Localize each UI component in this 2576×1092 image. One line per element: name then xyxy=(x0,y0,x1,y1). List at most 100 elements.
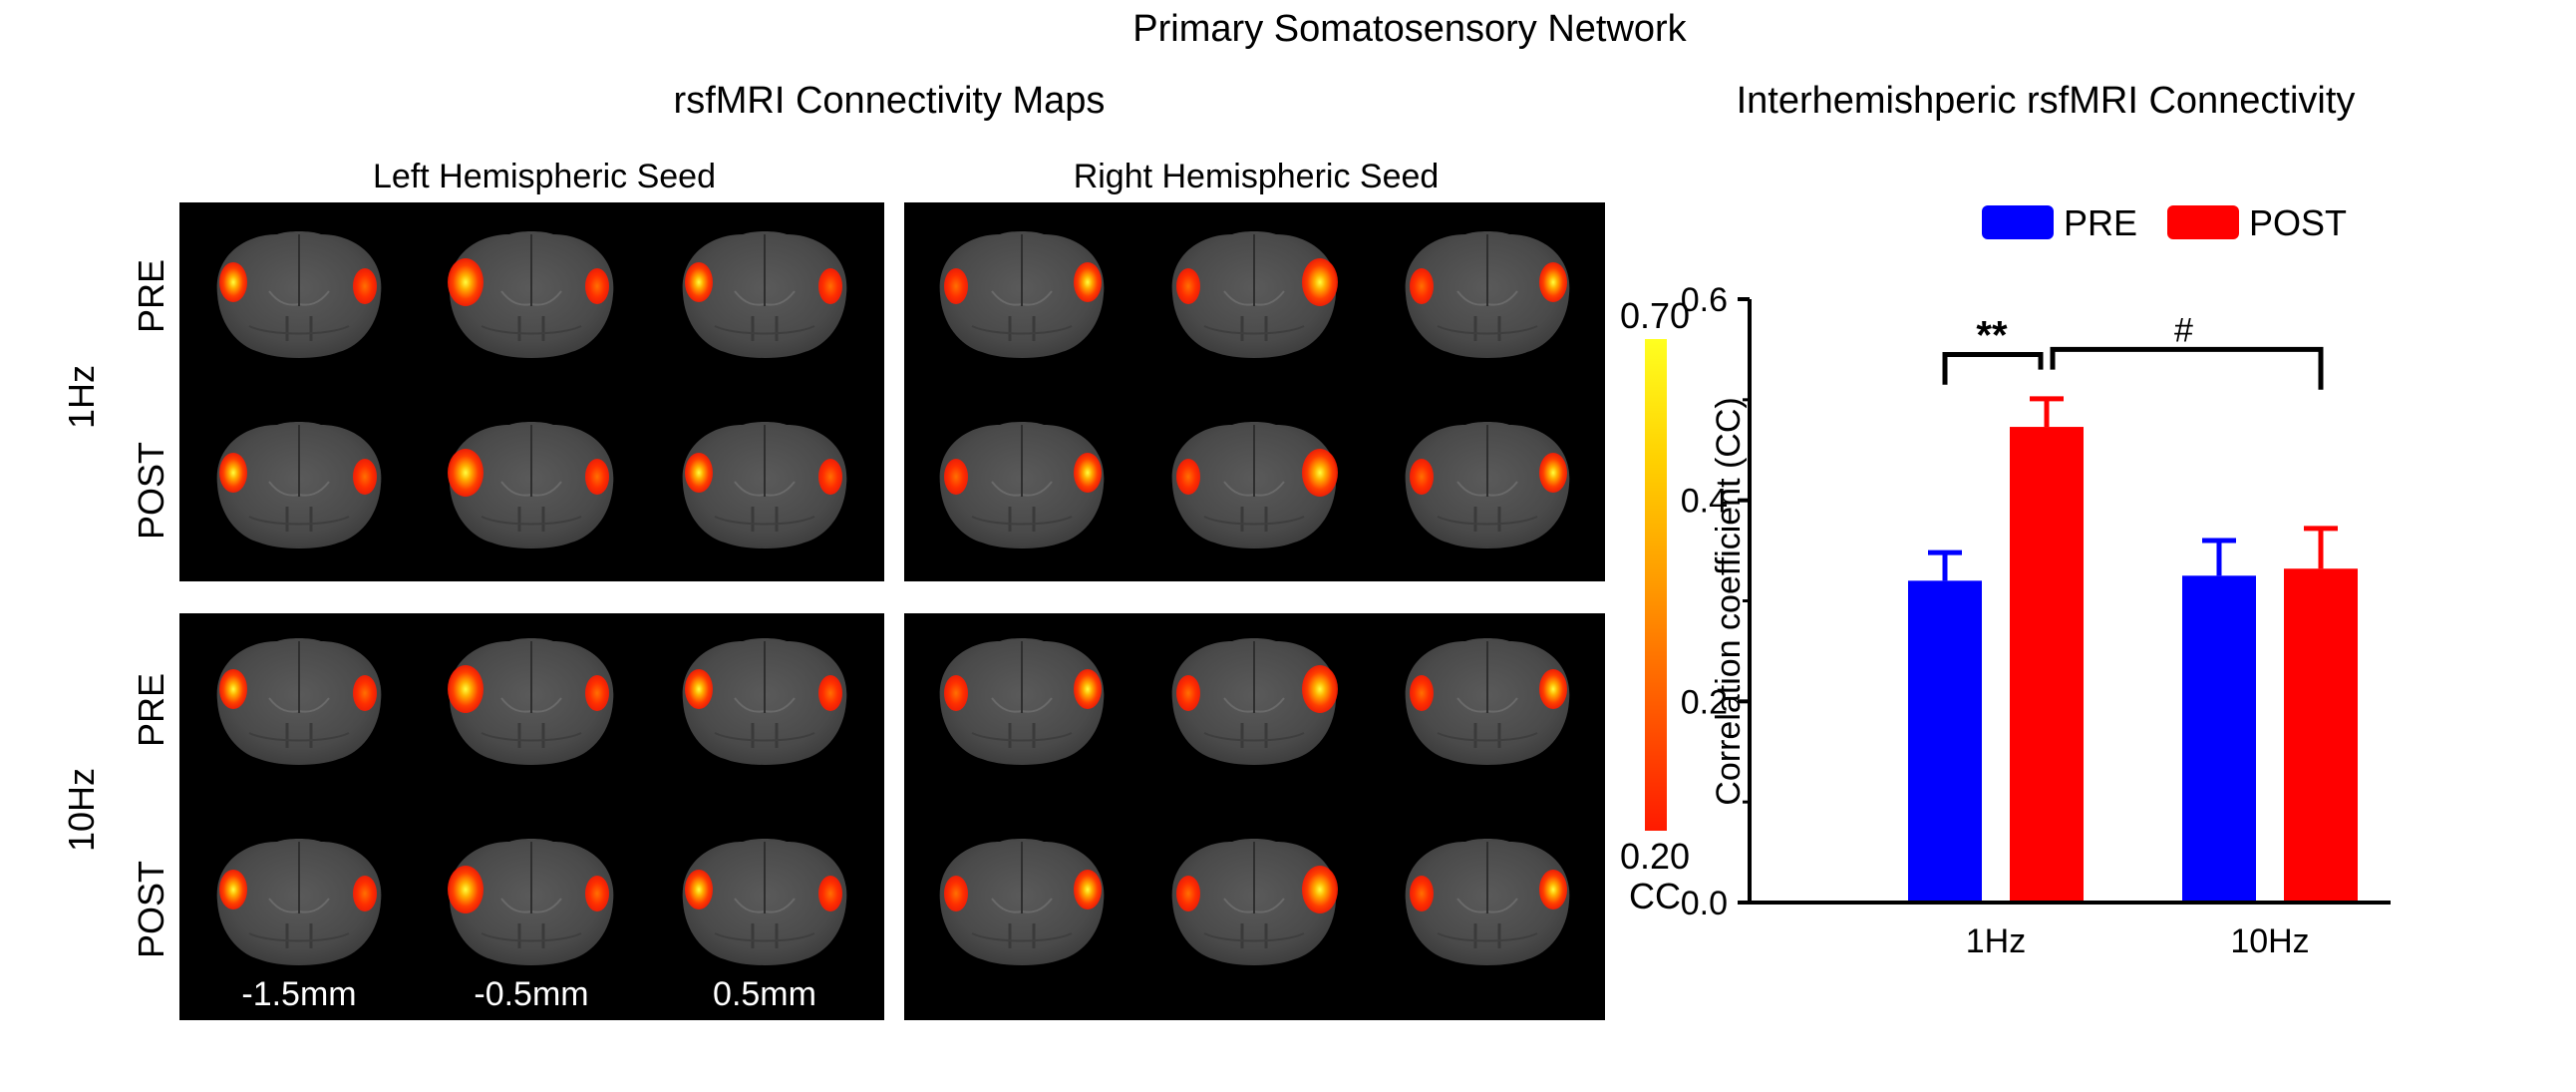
activation-blob-contralateral xyxy=(585,675,609,711)
y-tick-label: 0.6 xyxy=(1681,281,1728,319)
bar-10hz-post xyxy=(2284,568,2358,901)
activation-blob-contralateral xyxy=(1176,675,1200,711)
activation-blob-seed xyxy=(1074,453,1102,493)
activation-blob-contralateral xyxy=(944,876,968,911)
maps-title: rsfMRI Connectivity Maps xyxy=(673,80,1106,122)
significance-marker-double-star: ** xyxy=(1976,313,2008,357)
brain-slice-left-seed-r4-c3 xyxy=(681,837,848,967)
brain-slice-left-seed-r3-c3 xyxy=(681,636,848,767)
activation-blob-contralateral xyxy=(818,876,842,911)
activation-blob-contralateral xyxy=(944,268,968,304)
activation-blob-seed xyxy=(1539,453,1567,493)
y-tick-label: 0.2 xyxy=(1681,683,1728,721)
brain-slice-left-seed-r4-c1 xyxy=(215,837,383,967)
brain-slice-left-seed-r1-c1 xyxy=(215,229,383,360)
activation-blob-contralateral xyxy=(1176,268,1200,304)
activation-blob-contralateral xyxy=(353,876,377,911)
brain-slice-left-seed-r4-c2 xyxy=(448,837,615,967)
brain-slice-right-seed-r1-c1 xyxy=(938,229,1106,360)
colorbar-max-label: 0.70 xyxy=(1619,295,1691,336)
chart-bars xyxy=(1908,396,2358,901)
legend-label-pre: PRE xyxy=(2064,202,2137,243)
activation-blob-seed xyxy=(219,262,247,302)
brain-slice-right-seed-r4-c1 xyxy=(938,837,1106,967)
slice-label-3: 0.5mm xyxy=(713,975,816,1013)
brain-slice-right-seed-r1-c3 xyxy=(1404,229,1571,360)
activation-blob-seed xyxy=(219,669,247,709)
activation-blob-contralateral xyxy=(818,675,842,711)
brain-slice-left-seed-r3-c2 xyxy=(448,636,615,767)
y-tick-label: 0.4 xyxy=(1681,483,1728,521)
colorbar xyxy=(1645,339,1667,831)
seed-right-label: Right Hemispheric Seed xyxy=(1073,158,1440,195)
seed-left-label: Left Hemispheric Seed xyxy=(373,158,716,195)
x-tick-label-1hz: 1Hz xyxy=(1966,922,2026,960)
brain-slice-right-seed-r3-c1 xyxy=(938,636,1106,767)
legend-label-post: POST xyxy=(2249,202,2347,243)
bar-10hz-pre xyxy=(2182,575,2256,901)
brain-slice-left-seed-r1-c2 xyxy=(448,229,615,360)
x-tick-label-10hz: 10Hz xyxy=(2230,922,2309,960)
activation-blob-seed xyxy=(219,453,247,493)
activation-blob-contralateral xyxy=(1410,459,1434,495)
slice-label-1: -1.5mm xyxy=(241,975,357,1013)
activation-blob-seed xyxy=(448,449,483,497)
activation-blob-contralateral xyxy=(585,268,609,304)
brain-slice-left-seed-r2-c3 xyxy=(681,420,848,550)
activation-blob-seed xyxy=(1539,262,1567,302)
brain-slice-right-seed-r1-c2 xyxy=(1170,229,1338,360)
activation-blob-seed xyxy=(1302,258,1338,306)
bar-1hz-post xyxy=(2010,427,2084,901)
activation-blob-seed xyxy=(685,870,713,910)
activation-blob-contralateral xyxy=(1410,268,1434,304)
activation-blob-contralateral xyxy=(585,459,609,495)
activation-blob-contralateral xyxy=(944,675,968,711)
activation-blob-contralateral xyxy=(1410,876,1434,911)
activation-blob-seed xyxy=(685,669,713,709)
chart-axes: 0.0 0.2 0.4 0.6 Correlation coefficient (CC)… xyxy=(1681,281,2391,960)
activation-blob-seed xyxy=(1302,449,1338,497)
activation-blob-contralateral xyxy=(353,459,377,495)
legend-swatch-pre xyxy=(1982,205,2054,239)
activation-blob-seed xyxy=(685,262,713,302)
chart-legend: PRE POST xyxy=(1982,202,2347,243)
brain-slice-left-seed-r3-c1 xyxy=(215,636,383,767)
activation-blob-contralateral xyxy=(585,876,609,911)
activation-blob-contralateral xyxy=(353,675,377,711)
brain-slice-right-seed-r3-c2 xyxy=(1170,636,1338,767)
activation-blob-seed xyxy=(1074,262,1102,302)
brain-slice-right-seed-r4-c2 xyxy=(1170,837,1338,967)
brain-slice-right-seed-r2-c2 xyxy=(1170,420,1338,550)
brain-slice-right-seed-r2-c1 xyxy=(938,420,1106,550)
y-tick-label: 0.0 xyxy=(1681,885,1728,922)
activation-blob-seed xyxy=(219,870,247,910)
legend-swatch-post xyxy=(2167,205,2239,239)
y-axis-label: Correlation coefficient (CC) xyxy=(1710,397,1748,805)
activation-blob-seed xyxy=(1074,669,1102,709)
colorbar-unit-label: CC xyxy=(1629,876,1681,916)
bar-1hz-pre xyxy=(1908,580,1982,901)
significance-bracket-post xyxy=(2050,346,2324,390)
activation-blob-contralateral xyxy=(1176,876,1200,911)
activation-blob-contralateral xyxy=(818,268,842,304)
colorbar-min-label: 0.20 xyxy=(1619,836,1691,877)
activation-blob-seed xyxy=(448,866,483,913)
brain-slice-left-seed-r2-c1 xyxy=(215,420,383,550)
activation-blob-seed xyxy=(448,665,483,713)
activation-blob-contralateral xyxy=(1410,675,1434,711)
brain-slice-right-seed-r2-c3 xyxy=(1404,420,1571,550)
activation-blob-seed xyxy=(1302,866,1338,913)
activation-blob-seed xyxy=(1302,665,1338,713)
activation-blob-seed xyxy=(1074,870,1102,910)
bars-title: Interhemishperic rsfMRI Connectivity xyxy=(1736,80,2356,122)
brain-slice-right-seed-r4-c3 xyxy=(1404,837,1571,967)
activation-blob-seed xyxy=(1539,669,1567,709)
brain-slice-right-seed-r3-c3 xyxy=(1404,636,1571,767)
activation-blob-contralateral xyxy=(944,459,968,495)
activation-blob-contralateral xyxy=(818,459,842,495)
chart-annotations: ** # xyxy=(1942,311,2324,390)
slice-label-2: -0.5mm xyxy=(474,975,589,1013)
activation-blob-contralateral xyxy=(353,268,377,304)
activation-blob-contralateral xyxy=(1176,459,1200,495)
